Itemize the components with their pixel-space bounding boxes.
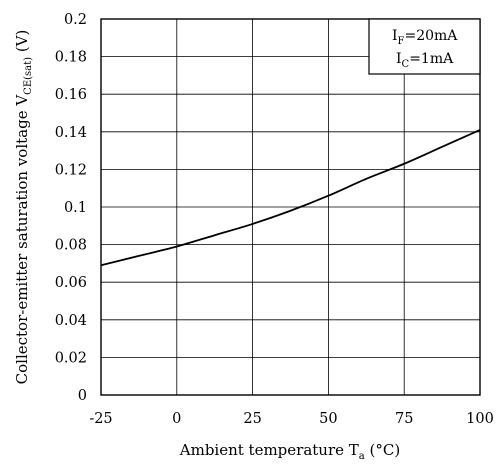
- y-tick-label: 0.18: [55, 50, 87, 66]
- y-tick-labels: 0 0.02 0.04 0.06 0.08 0.1 0.12 0.14 0.16 0.18 0.2: [55, 12, 87, 404]
- condition-ic: IC=1mA: [396, 51, 454, 70]
- plot-frame: [100, 18, 481, 396]
- y-tick-label: 0.12: [55, 162, 87, 178]
- series-line: [100, 129, 481, 267]
- condition-if: IF=20mA: [392, 28, 458, 47]
- x-tick-label: 25: [243, 411, 261, 427]
- x-tick-label: 75: [395, 411, 413, 427]
- y-tick-label: 0.04: [55, 313, 87, 329]
- condition-legend-box: [368, 18, 481, 75]
- x-tick-label: -25: [89, 411, 112, 427]
- y-tick-label: 0.06: [55, 275, 87, 291]
- x-tick-label: 50: [319, 411, 337, 427]
- condition-legend: IF=20mA IC=1mA: [368, 18, 481, 75]
- x-tick-label: 100: [466, 411, 494, 427]
- x-tick-labels: -25 0 25 50 75 100: [89, 411, 494, 427]
- x-tick-label: 0: [172, 411, 181, 427]
- y-tick-label: 0.16: [55, 87, 87, 103]
- x-axis-title: Ambient temperature Ta (°C): [179, 441, 400, 462]
- series-group: [100, 129, 481, 267]
- y-tick-label: 0.2: [64, 12, 87, 28]
- y-tick-label: 0.1: [64, 200, 87, 216]
- y-tick-label: 0: [78, 388, 87, 404]
- y-tick-label: 0.14: [55, 125, 87, 141]
- y-axis-title: Collector-emitter saturation voltage VCE…: [13, 30, 34, 385]
- y-tick-label: 0.02: [55, 350, 87, 366]
- y-tick-label: 0.08: [55, 238, 87, 254]
